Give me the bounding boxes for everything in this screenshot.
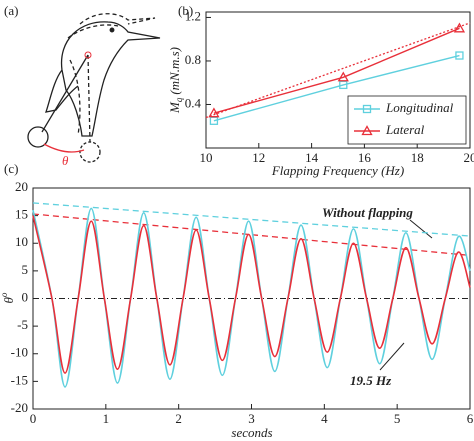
y-tick-label: 15 bbox=[15, 207, 28, 222]
series-line bbox=[32, 215, 471, 374]
y-tick-label: 5 bbox=[22, 262, 29, 277]
x-tick-label: 6 bbox=[467, 411, 474, 426]
y-axis-label: θo bbox=[0, 292, 16, 303]
x-tick-label: 2 bbox=[175, 411, 182, 426]
legend-marker bbox=[362, 104, 372, 114]
x-tick-label: 10 bbox=[200, 150, 213, 165]
legend-label: Lateral bbox=[385, 122, 425, 137]
x-tick-label: 14 bbox=[305, 150, 319, 165]
angle-label: θ bbox=[62, 153, 69, 168]
y-axis-label: Mq (mN.m.s) bbox=[167, 47, 184, 114]
y-tick-label: 0.8 bbox=[185, 52, 201, 67]
x-axis-label: Flapping Frequency (Hz) bbox=[271, 163, 404, 178]
angle-arc bbox=[43, 143, 85, 153]
x-tick-label: 1 bbox=[103, 411, 110, 426]
x-tick-label: 4 bbox=[321, 411, 328, 426]
marker bbox=[208, 107, 220, 118]
marker bbox=[453, 22, 466, 33]
y-tick-label: -15 bbox=[11, 372, 28, 387]
marker bbox=[337, 71, 349, 82]
x-tick-label: 20 bbox=[464, 150, 474, 165]
series-line bbox=[32, 207, 471, 388]
y-superscript: o bbox=[0, 292, 9, 297]
series-line bbox=[213, 27, 460, 114]
series-line bbox=[213, 54, 460, 122]
annotation-arrow bbox=[409, 219, 433, 239]
pivot bbox=[84, 51, 92, 59]
panel-label: (c) bbox=[4, 161, 18, 176]
annotation-arrow bbox=[379, 342, 405, 371]
y-tick-label: 10 bbox=[15, 234, 28, 249]
panel-label: (b) bbox=[178, 3, 193, 18]
trend-line bbox=[32, 202, 471, 237]
bird-sketch bbox=[27, 13, 161, 163]
y-tick-label: 1.2 bbox=[185, 8, 201, 23]
x-tick-label: 16 bbox=[358, 150, 372, 165]
legend-box bbox=[347, 95, 467, 145]
y-tick-label: 20 bbox=[15, 179, 28, 194]
legend-marker bbox=[361, 125, 373, 136]
y-tick-label: 0 bbox=[22, 289, 29, 304]
trend-line bbox=[205, 22, 471, 119]
plot-frame bbox=[205, 11, 471, 149]
y-symbol: M bbox=[167, 101, 182, 114]
x-tick-label: 0 bbox=[30, 411, 37, 426]
x-tick-label: 18 bbox=[411, 150, 424, 165]
y-tick-label: -20 bbox=[11, 400, 28, 415]
x-axis-label: seconds bbox=[231, 425, 272, 440]
x-tick-label: 5 bbox=[394, 411, 401, 426]
y-unit: (mN.m.s) bbox=[167, 47, 182, 95]
x-tick-label: 12 bbox=[252, 150, 265, 165]
y-symbol: θ bbox=[1, 296, 16, 303]
marker bbox=[455, 51, 464, 60]
legend-label: Longitudinal bbox=[385, 100, 454, 115]
y-tick-label: 0.4 bbox=[185, 95, 202, 110]
trend-line bbox=[32, 213, 471, 257]
y-subscript: q bbox=[174, 97, 184, 102]
panel-label: (a) bbox=[4, 3, 18, 18]
y-tick-label: -10 bbox=[11, 345, 28, 360]
annotation: Without flapping bbox=[322, 205, 413, 220]
x-tick-label: 3 bbox=[248, 411, 255, 426]
annotation: 19.5 Hz bbox=[350, 373, 392, 388]
y-tick-label: -5 bbox=[17, 317, 28, 332]
